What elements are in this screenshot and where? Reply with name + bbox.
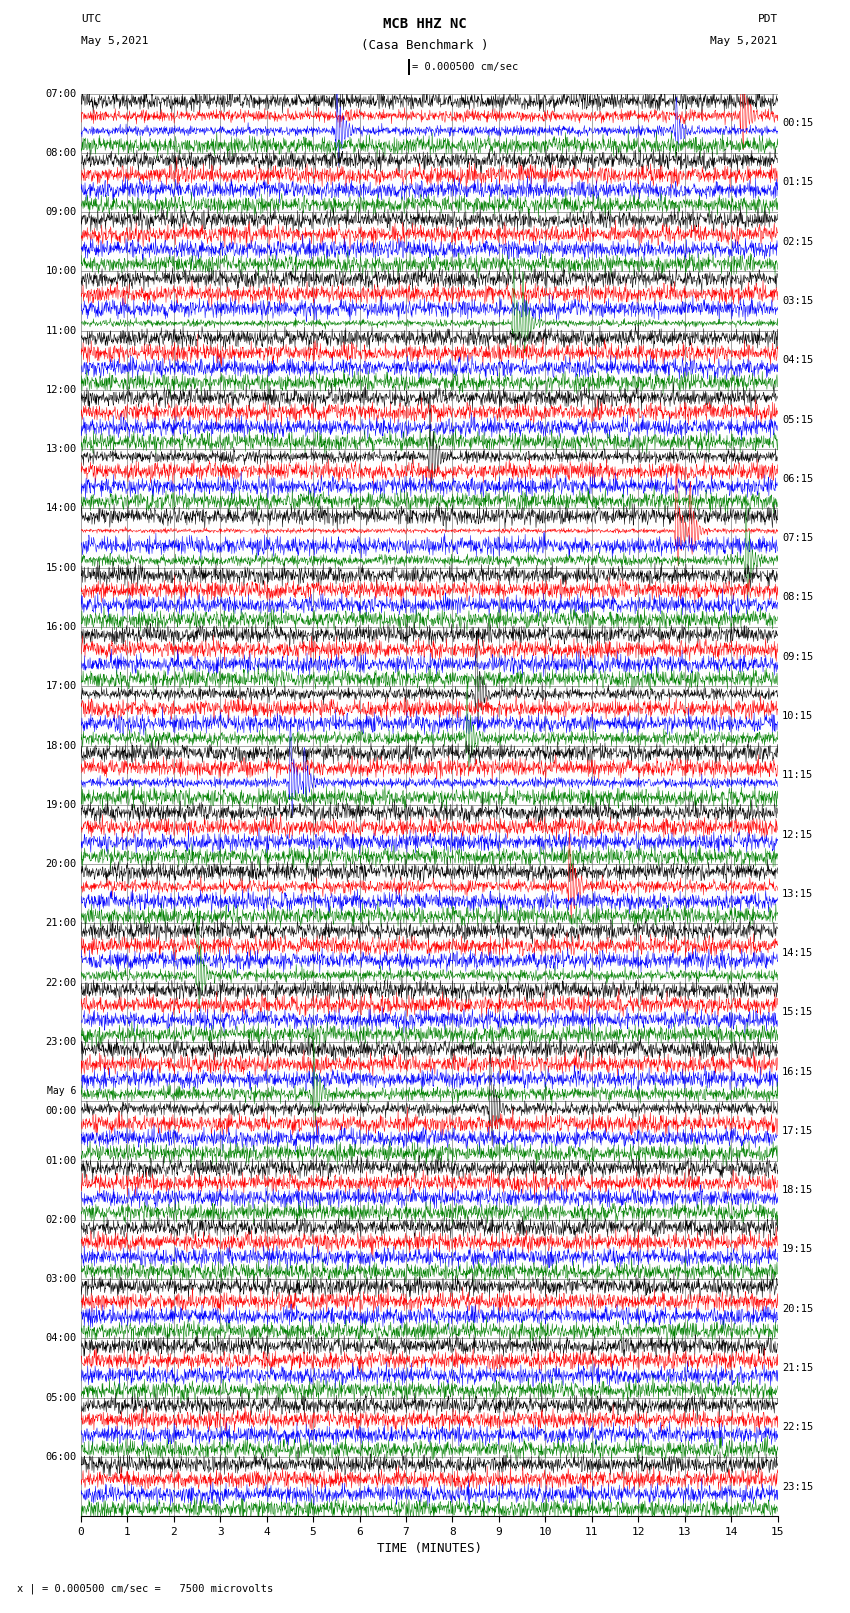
Text: 21:15: 21:15 [782,1363,813,1373]
Text: = 0.000500 cm/sec: = 0.000500 cm/sec [412,63,518,73]
Text: 11:00: 11:00 [45,326,76,336]
Text: 01:15: 01:15 [782,177,813,187]
Text: 19:00: 19:00 [45,800,76,810]
Text: 10:00: 10:00 [45,266,76,276]
Text: 03:00: 03:00 [45,1274,76,1284]
Text: 08:15: 08:15 [782,592,813,602]
Text: 08:00: 08:00 [45,148,76,158]
Text: 16:15: 16:15 [782,1066,813,1076]
Text: 03:15: 03:15 [782,297,813,306]
Text: 22:15: 22:15 [782,1423,813,1432]
Text: (Casa Benchmark ): (Casa Benchmark ) [361,39,489,52]
Text: 13:00: 13:00 [45,444,76,455]
Text: 11:15: 11:15 [782,771,813,781]
Text: 22:00: 22:00 [45,977,76,987]
Text: 23:00: 23:00 [45,1037,76,1047]
Text: PDT: PDT [757,15,778,24]
Text: 06:00: 06:00 [45,1452,76,1461]
Text: 07:00: 07:00 [45,89,76,98]
Text: 16:00: 16:00 [45,623,76,632]
X-axis label: TIME (MINUTES): TIME (MINUTES) [377,1542,482,1555]
Text: 04:00: 04:00 [45,1334,76,1344]
Text: 17:00: 17:00 [45,681,76,692]
Text: 14:15: 14:15 [782,948,813,958]
Text: 04:15: 04:15 [782,355,813,365]
Text: May 6: May 6 [47,1087,76,1097]
Text: 00:15: 00:15 [782,118,813,127]
Text: 01:00: 01:00 [45,1155,76,1166]
Text: 14:00: 14:00 [45,503,76,513]
Text: 09:15: 09:15 [782,652,813,661]
Text: May 5,2021: May 5,2021 [711,35,778,45]
Text: 10:15: 10:15 [782,711,813,721]
Text: 23:15: 23:15 [782,1482,813,1492]
Text: 05:00: 05:00 [45,1392,76,1403]
Text: 21:00: 21:00 [45,918,76,929]
Text: 07:15: 07:15 [782,534,813,544]
Text: 15:00: 15:00 [45,563,76,573]
Text: 05:15: 05:15 [782,415,813,424]
Text: 09:00: 09:00 [45,206,76,218]
Text: x | = 0.000500 cm/sec =   7500 microvolts: x | = 0.000500 cm/sec = 7500 microvolts [17,1582,273,1594]
Text: UTC: UTC [81,15,101,24]
Text: 02:00: 02:00 [45,1215,76,1224]
Text: 20:00: 20:00 [45,860,76,869]
Text: May 5,2021: May 5,2021 [81,35,148,45]
Text: MCB HHZ NC: MCB HHZ NC [383,16,467,31]
Text: 17:15: 17:15 [782,1126,813,1136]
Text: 12:15: 12:15 [782,829,813,839]
Text: 18:00: 18:00 [45,740,76,750]
Text: 13:15: 13:15 [782,889,813,898]
Text: 12:00: 12:00 [45,386,76,395]
Text: 15:15: 15:15 [782,1008,813,1018]
Text: 06:15: 06:15 [782,474,813,484]
Text: 02:15: 02:15 [782,237,813,247]
Text: 20:15: 20:15 [782,1303,813,1313]
Text: 19:15: 19:15 [782,1245,813,1255]
Text: 18:15: 18:15 [782,1186,813,1195]
Text: 00:00: 00:00 [45,1107,76,1116]
